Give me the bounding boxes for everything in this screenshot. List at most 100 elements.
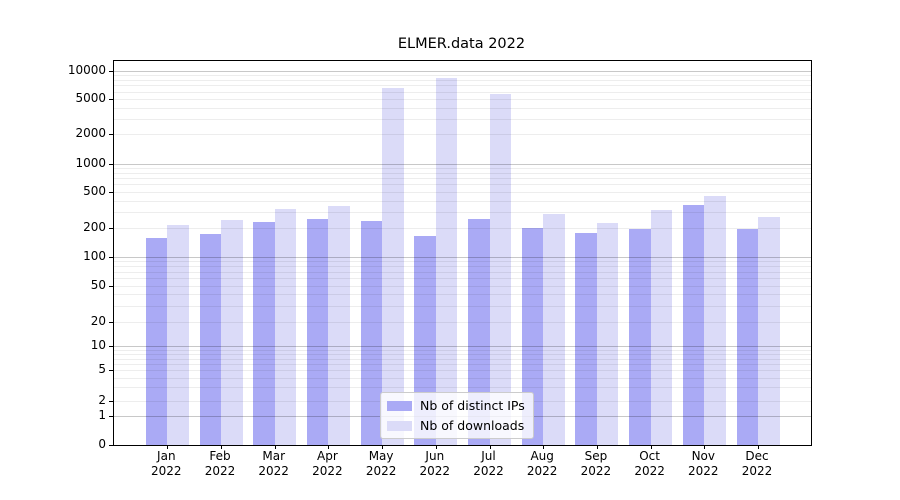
- bar-feb-2022-nb-of-downloads: [221, 220, 243, 445]
- gridline-500: [114, 191, 811, 193]
- x-tick-jul-2022: [489, 444, 491, 449]
- x-tick-label-jan-2022: Jan 2022: [151, 449, 182, 478]
- gridline-100: [114, 257, 811, 258]
- legend-swatch-distinct-ips: [387, 400, 412, 411]
- x-tick-nov-2022: [704, 444, 706, 449]
- bar-jan-2022-nb-of-distinct-ips: [145, 237, 168, 445]
- y-tick-0: [109, 444, 113, 446]
- y-tick-5: [109, 370, 113, 372]
- x-tick-label-nov-2022: Nov 2022: [688, 449, 719, 478]
- bar-dec-2022-nb-of-distinct-ips: [736, 228, 758, 445]
- legend-label-downloads: Nb of downloads: [420, 418, 525, 433]
- gridline-3: [114, 387, 811, 389]
- chart-title: ELMER.data 2022: [397, 36, 526, 52]
- bar-feb-2022-nb-of-distinct-ips: [199, 233, 221, 445]
- gridline-9000: [114, 74, 811, 76]
- x-tick-oct-2022: [650, 444, 652, 449]
- bar-jul-2022-nb-of-distinct-ips: [468, 219, 490, 445]
- gridline-30: [114, 305, 811, 307]
- y-tick-label-20: 20: [90, 314, 106, 328]
- y-tick-label-1000: 1000: [75, 156, 106, 170]
- gridline-3000: [114, 118, 811, 120]
- bar-apr-2022-nb-of-distinct-ips: [306, 218, 329, 445]
- gridline-20: [114, 322, 811, 323]
- x-tick-label-jun-2022: Jun 2022: [419, 449, 451, 478]
- x-tick-jan-2022: [167, 444, 169, 449]
- bar-nov-2022-nb-of-distinct-ips: [682, 205, 705, 445]
- x-tick-feb-2022: [221, 444, 222, 449]
- bar-oct-2022-nb-of-downloads: [650, 210, 673, 445]
- gridline-2000: [114, 134, 811, 135]
- y-tick-label-50: 50: [90, 277, 106, 292]
- y-tick-label-10: 10: [90, 338, 106, 352]
- bar-apr-2022-nb-of-downloads: [328, 205, 350, 445]
- y-tick-20: [109, 322, 113, 323]
- y-tick-label-500: 500: [83, 183, 106, 198]
- bar-may-2022-nb-of-downloads: [382, 88, 404, 445]
- gridline-200: [114, 228, 811, 230]
- y-tick-2: [109, 401, 113, 402]
- y-tick-label-10000: 10000: [67, 62, 106, 77]
- x-tick-label-oct-2022: Oct 2022: [634, 449, 665, 478]
- plot-area: Nb of distinct IPs Nb of downloads: [109, 60, 812, 449]
- x-tick-aug-2022: [543, 444, 545, 449]
- x-tick-label-jul-2022: Jul 2022: [473, 449, 504, 478]
- y-tick-1: [109, 416, 113, 417]
- gridline-10000: [114, 70, 811, 72]
- gridline-4000: [114, 107, 811, 109]
- gridline-40: [114, 294, 811, 296]
- y-tick-label-200: 200: [83, 220, 106, 235]
- gridline-5: [114, 370, 811, 372]
- legend-item-distinct-ips: Nb of distinct IPs: [387, 398, 525, 413]
- bar-dec-2022-nb-of-downloads: [758, 217, 780, 445]
- bar-jul-2022-nb-of-downloads: [489, 93, 511, 445]
- gridline-5000: [114, 99, 811, 100]
- x-tick-label-aug-2022: Aug 2022: [526, 449, 558, 478]
- gridline-9: [114, 349, 811, 351]
- y-tick-label-2: 2: [98, 393, 106, 407]
- y-tick-10: [109, 346, 113, 347]
- y-tick-50: [109, 285, 113, 287]
- legend-item-downloads: Nb of downloads: [387, 418, 525, 433]
- bar-sep-2022-nb-of-distinct-ips: [575, 232, 597, 445]
- gridline-70: [114, 271, 811, 273]
- bar-sep-2022-nb-of-downloads: [596, 223, 619, 445]
- y-tick-label-100: 100: [83, 249, 106, 263]
- bar-mar-2022-nb-of-distinct-ips: [253, 221, 275, 445]
- bar-aug-2022-nb-of-downloads: [543, 214, 565, 445]
- gridline-300: [114, 212, 811, 214]
- x-tick-label-may-2022: May 2022: [365, 449, 397, 478]
- x-tick-label-sep-2022: Sep 2022: [580, 449, 612, 478]
- x-tick-label-feb-2022: Feb 2022: [204, 449, 236, 478]
- y-tick-200: [109, 228, 113, 230]
- y-axis-labels: 10000 5000 2000 1000 500 200 100 50 20 10 5 2 1 0: [50, 60, 106, 450]
- gridline-900: [114, 168, 811, 170]
- x-tick-apr-2022: [328, 444, 330, 449]
- gridline-6000: [114, 91, 811, 93]
- y-tick-label-5000: 5000: [75, 91, 106, 105]
- bar-aug-2022-nb-of-distinct-ips: [521, 227, 544, 445]
- x-tick-jun-2022: [435, 444, 437, 449]
- x-tick-label-dec-2022: Dec 2022: [741, 449, 773, 478]
- y-tick-label-1: 1: [98, 408, 106, 422]
- y-tick-2000: [109, 134, 113, 135]
- y-tick-label-5: 5: [98, 362, 106, 377]
- gridline-1000: [114, 164, 811, 165]
- x-tick-may-2022: [382, 444, 384, 449]
- legend-label-distinct-ips: Nb of distinct IPs: [420, 398, 525, 413]
- bar-jan-2022-nb-of-downloads: [167, 225, 189, 445]
- x-tick-mar-2022: [274, 444, 276, 449]
- bar-jun-2022-nb-of-downloads: [435, 78, 458, 445]
- legend-swatch-downloads: [387, 420, 412, 431]
- gridline-80: [114, 266, 811, 268]
- gridline-6: [114, 363, 811, 365]
- y-tick-1000: [109, 164, 113, 165]
- gridline-4: [114, 377, 811, 379]
- y-tick-10000: [109, 70, 113, 72]
- gridline-8: [114, 353, 811, 355]
- legend: Nb of distinct IPs Nb of downloads: [380, 392, 534, 439]
- x-tick-label-apr-2022: Apr 2022: [312, 449, 343, 478]
- gridline-7: [114, 358, 811, 360]
